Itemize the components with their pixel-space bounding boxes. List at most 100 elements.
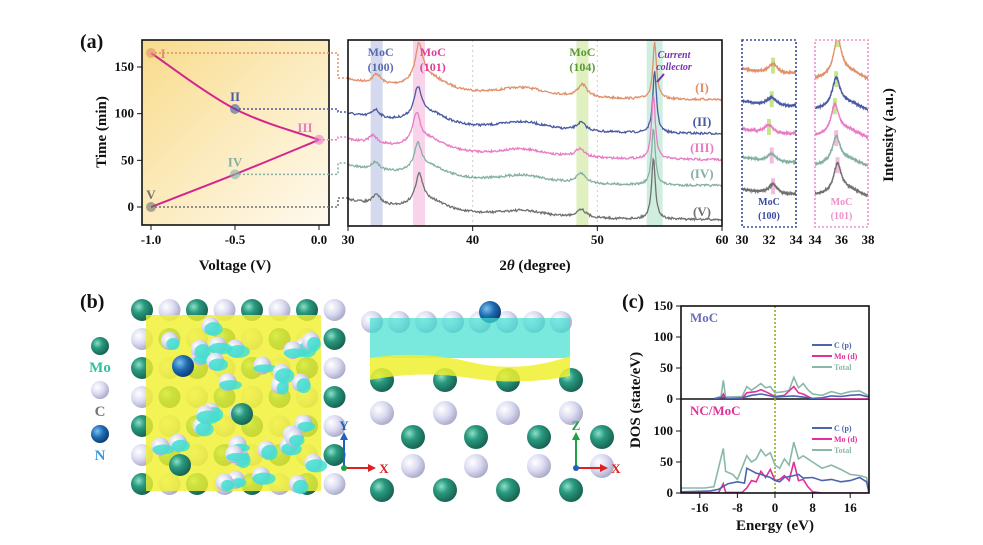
inset-xrd-curve (815, 75, 868, 112)
mo-atom (231, 403, 253, 425)
legend-label: Mo (d) (834, 352, 858, 361)
legend-label: Total (834, 446, 852, 455)
charge-depletion-isosurface (289, 435, 305, 447)
dos-curve (681, 441, 869, 493)
charge-depletion-isosurface (196, 410, 221, 425)
mo-atom (464, 425, 488, 449)
plot-frame (347, 39, 723, 227)
panel-title: MoC (690, 310, 718, 325)
axis-label-horizontal: X (379, 461, 389, 476)
current-collector-line2: collector (656, 62, 692, 73)
panel-title: NC/MoC (690, 403, 741, 418)
atomic-structure: Mo C N Y X Z X (89, 299, 621, 502)
panel-label-a: (a) (80, 31, 103, 53)
x-axis-label: Voltage (V) (199, 258, 271, 274)
x-label-prefix: 2 (499, 258, 507, 274)
arrow-head-icon (572, 432, 580, 440)
x-tick-label: 30 (342, 232, 355, 247)
inset-xrd-curve (742, 151, 796, 166)
charge-depletion-isosurface (231, 478, 247, 488)
c-atom (323, 357, 346, 379)
c-atom (323, 299, 346, 321)
charge-depletion-isosurface (283, 348, 308, 358)
connector-line (151, 197, 348, 208)
xrd-curve (348, 95, 722, 162)
legend-label: Total (834, 363, 852, 372)
x-tick-label: 50 (591, 232, 604, 247)
charge-depletion-isosurface (297, 421, 316, 432)
peak-annotation: MoC (569, 45, 595, 59)
x-tick-label: 0 (772, 500, 779, 515)
inset-xrd-curve (742, 123, 796, 136)
y-tick-label: 50 (121, 152, 134, 167)
x-tick-label: 38 (862, 232, 876, 247)
x-tick-label: 32 (763, 232, 776, 247)
arrow-head-icon (340, 432, 348, 440)
charge-depletion-isosurface (305, 459, 328, 473)
state-point (146, 48, 156, 59)
series-label: (II) (693, 114, 712, 129)
y-tick-label: 100 (654, 329, 674, 344)
c-atom (464, 454, 488, 478)
x-axis-label: 2θ (degree) (499, 258, 570, 274)
c-atom (527, 454, 551, 478)
inset-label-index: (100) (758, 211, 780, 222)
current-collector-line1: Current (658, 50, 692, 61)
peak-annotation-index: (101) (420, 60, 446, 74)
charge-depletion-isosurface (219, 380, 242, 390)
legend-label: Mo (d) (834, 435, 858, 444)
dos-curve (713, 375, 869, 399)
x-tick-label: 36 (835, 232, 849, 247)
axis-label-horizontal: X (611, 461, 621, 476)
state-point (230, 104, 240, 115)
c-atom (323, 415, 346, 437)
axis-label-vertical: Y (339, 418, 349, 433)
y-tick-label: 0 (128, 199, 135, 214)
charge-depletion-isosurface (195, 422, 214, 437)
axis-origin (341, 465, 347, 471)
inset-xrd-curve (742, 60, 796, 76)
mo-atom (590, 425, 614, 449)
y-axis-label: DOS (state/eV) (628, 352, 644, 448)
current-collector-arrow (656, 73, 665, 83)
peak-annotation: MoC (368, 45, 394, 59)
mo-atom (169, 454, 191, 476)
state-point (314, 134, 324, 145)
xrd-curve (348, 156, 722, 222)
charge-depletion-isosurface (226, 452, 248, 462)
xrd-curve (348, 71, 722, 136)
inset-label-index: (101) (831, 211, 853, 222)
dos-curve (713, 393, 869, 399)
peak-annotation-index: (100) (368, 60, 394, 74)
y-tick-label: 0 (667, 391, 674, 406)
state-label: II (230, 89, 240, 104)
x-tick-label: 0.0 (311, 232, 327, 247)
charge-depletion-isosurface (261, 444, 278, 461)
dos-plot: Energy (eV) DOS (state/eV) -16 -8 0 8 16 0 50 1… (628, 298, 870, 534)
legend-label: N (95, 448, 106, 464)
c-atom (433, 401, 457, 425)
inset-xrd-curve (815, 40, 868, 81)
n-atom (172, 355, 194, 377)
x-tick-label: 34 (809, 232, 823, 247)
x-tick-label: 30 (736, 232, 749, 247)
inset-curves (742, 57, 796, 197)
charge-depletion-isosurface (221, 479, 234, 492)
xrd-curve (348, 128, 722, 188)
x-tick-label: 40 (466, 232, 479, 247)
series-label: (III) (690, 140, 714, 155)
state-label: I (160, 46, 165, 61)
y-axis-label: Time (min) (94, 96, 110, 168)
x-tick-label: 16 (844, 500, 858, 515)
charge-depletion-isosurface (253, 364, 278, 373)
state-point (230, 169, 240, 180)
n-atom (91, 425, 109, 443)
c-atom (496, 401, 520, 425)
connector-line (151, 52, 348, 79)
charge-depletion-isosurface (194, 344, 211, 360)
series-label: (I) (695, 80, 709, 95)
charge-depletion-isosurface (307, 336, 321, 352)
c-atom (91, 381, 109, 399)
charge-depletion-isosurface (152, 444, 175, 455)
inset-label: MoC (831, 197, 853, 208)
